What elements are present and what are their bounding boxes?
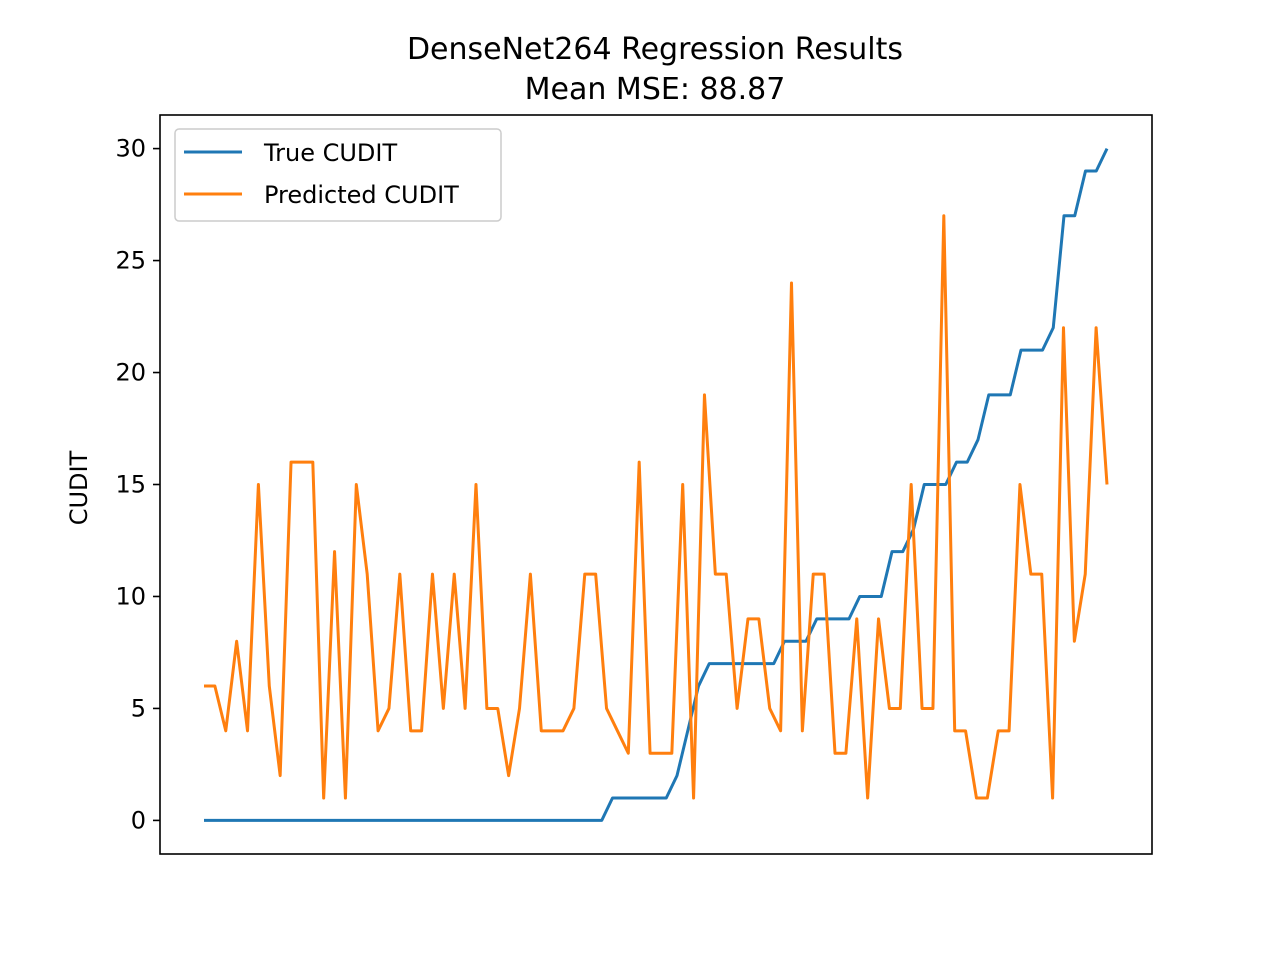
y-tick-label: 25 (115, 247, 146, 275)
y-tick-label: 0 (131, 806, 146, 834)
y-tick-label: 15 (115, 471, 146, 499)
chart-title: DenseNet264 Regression Results (407, 32, 903, 67)
y-axis-label: CUDIT (65, 450, 93, 525)
series-layer (204, 147, 1109, 822)
legend-box (174, 128, 502, 222)
legend-label-predicted-cudit: Predicted CUDIT (264, 181, 459, 209)
y-axis: 0 5 10 15 20 25 30 (115, 135, 160, 834)
chart-subtitle: Mean MSE: 88.87 (525, 72, 786, 107)
legend: True CUDIT Predicted CUDIT (174, 128, 502, 222)
y-tick-label: 30 (115, 135, 146, 163)
legend-label-true-cudit: True CUDIT (263, 139, 397, 167)
series-line-true-cudit (204, 147, 1109, 822)
plot-frame (159, 114, 1153, 855)
y-tick-label: 5 (131, 694, 146, 722)
y-tick-label: 20 (115, 359, 146, 387)
y-tick-label: 10 (115, 582, 146, 610)
series-line-predicted-cudit (204, 214, 1109, 800)
